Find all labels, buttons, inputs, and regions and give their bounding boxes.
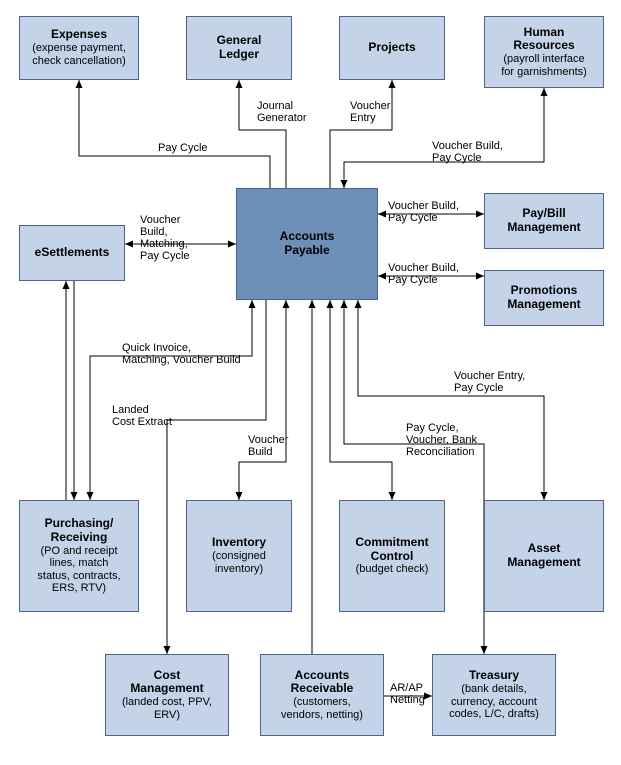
node-title: Inventory <box>212 536 266 550</box>
node-projects: Projects <box>339 16 445 80</box>
edge-12 <box>330 300 392 500</box>
edge-label-2: Voucher Entry <box>350 100 390 124</box>
node-title: Expenses <box>51 28 107 42</box>
node-inventory: Inventory(consignedinventory) <box>186 500 292 612</box>
edge-label-7: Quick Invoice, Matching, Voucher Build <box>122 342 241 366</box>
edge-label-9: Voucher Build <box>248 434 288 458</box>
node-subtitle: (payroll interfacefor garnishments) <box>501 53 587 78</box>
node-subtitle: (customers,vendors, netting) <box>281 696 363 721</box>
node-subtitle: (budget check) <box>356 563 429 576</box>
edge-label-4: Voucher Build, Matching, Pay Cycle <box>140 214 190 262</box>
node-title: Pay/BillManagement <box>507 207 580 235</box>
node-title: CostManagement <box>130 669 203 697</box>
node-gl: GeneralLedger <box>186 16 292 80</box>
edge-label-12: AR/AP Netting <box>390 682 425 706</box>
edge-10 <box>239 300 286 500</box>
edge-label-0: Pay Cycle <box>158 142 208 154</box>
node-ar: AccountsReceivable(customers,vendors, ne… <box>260 654 384 736</box>
node-title: AssetManagement <box>507 542 580 570</box>
node-esettle: eSettlements <box>19 225 125 281</box>
node-title: AccountsPayable <box>280 230 335 258</box>
node-subtitle: (PO and receiptlines, matchstatus, contr… <box>37 545 120 596</box>
node-subtitle: (bank details,currency, accountcodes, L/… <box>449 683 539 721</box>
edges-layer <box>0 0 621 765</box>
node-subtitle: (consignedinventory) <box>212 550 266 575</box>
edge-0 <box>79 80 270 188</box>
edge-label-11: Voucher Entry, Pay Cycle <box>454 370 525 394</box>
node-title: CommitmentControl <box>355 536 428 564</box>
edge-label-10: Pay Cycle, Voucher, Bank Reconciliation <box>406 422 477 458</box>
node-title: Projects <box>368 41 415 55</box>
node-ap: AccountsPayable <box>236 188 378 300</box>
edge-14 <box>358 300 544 500</box>
node-subtitle: (landed cost, PPV,ERV) <box>122 696 212 721</box>
edge-label-3: Voucher Build, Pay Cycle <box>432 140 503 164</box>
node-costmgmt: CostManagement(landed cost, PPV,ERV) <box>105 654 229 736</box>
node-title: GeneralLedger <box>217 34 262 62</box>
node-hr: HumanResources(payroll interfacefor garn… <box>484 16 604 88</box>
edge-8 <box>90 300 252 500</box>
edge-label-1: Journal Generator <box>257 100 307 124</box>
node-subtitle: (expense payment,check cancellation) <box>32 42 126 67</box>
edge-label-5: Voucher Build, Pay Cycle <box>388 200 459 224</box>
node-treasury: Treasury(bank details,currency, accountc… <box>432 654 556 736</box>
node-paybill: Pay/BillManagement <box>484 193 604 249</box>
node-title: AccountsReceivable <box>291 669 354 697</box>
node-title: Treasury <box>469 669 519 683</box>
edge-label-6: Voucher Build, Pay Cycle <box>388 262 459 286</box>
node-title: HumanResources <box>513 26 574 54</box>
node-title: eSettlements <box>35 246 110 260</box>
edge-label-8: Landed Cost Extract <box>112 404 172 428</box>
node-title: Purchasing/Receiving <box>45 517 114 545</box>
diagram-root: Expenses(expense payment,check cancellat… <box>0 0 621 765</box>
node-asset: AssetManagement <box>484 500 604 612</box>
node-purchasing: Purchasing/Receiving(PO and receiptlines… <box>19 500 139 612</box>
node-expenses: Expenses(expense payment,check cancellat… <box>19 16 139 80</box>
node-promo: PromotionsManagement <box>484 270 604 326</box>
edge-2 <box>330 80 392 188</box>
edge-1 <box>239 80 286 188</box>
node-commitment: CommitmentControl(budget check) <box>339 500 445 612</box>
node-title: PromotionsManagement <box>507 284 580 312</box>
